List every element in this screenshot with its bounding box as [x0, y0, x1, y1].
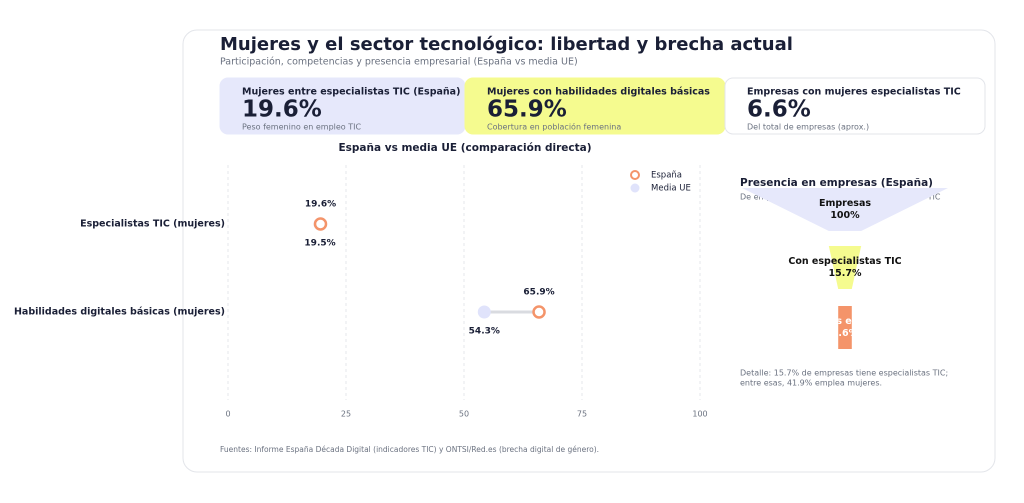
kpi-value: 19.6% — [242, 97, 322, 123]
legend-label: España — [651, 171, 682, 181]
y-tick-label: Especialistas TIC (mujeres) — [80, 219, 225, 230]
funnel-stage — [838, 306, 852, 349]
kpi-value: 6.6% — [747, 97, 811, 123]
stage-value: 15.7% — [829, 268, 862, 279]
stage-label: Con especialistas TIC — [788, 256, 901, 267]
stage-label: Empresas — [819, 198, 871, 209]
subtitle: Participación, competencias y presencia … — [220, 57, 578, 68]
annotation: Detalle: 15.7% de empresas tiene especia… — [740, 369, 948, 378]
legend-label: Media UE — [651, 184, 691, 194]
card — [182, 29, 996, 473]
funnel-stage — [742, 188, 948, 231]
x-tick-label: 100 — [692, 410, 707, 419]
legend-marker — [630, 183, 640, 193]
value-label: 65.9% — [523, 288, 554, 298]
stage-value: 6.6% — [832, 328, 859, 339]
espana-dot — [313, 217, 328, 231]
x-tick-label: 50 — [459, 410, 469, 419]
kpi-label: Mujeres entre especialistas TIC (España) — [242, 87, 460, 98]
espana-dot — [532, 305, 546, 319]
legend-marker — [630, 170, 640, 180]
x-tick-label: 0 — [225, 410, 230, 419]
chart-title: Presencia en empresas (España) — [740, 177, 933, 189]
title: Mujeres y el sector tecnológico: liberta… — [220, 34, 793, 55]
source: Fuentes: Informe España Década Digital (… — [220, 445, 599, 454]
value-label: 54.3% — [469, 327, 500, 337]
kpi-note: Cobertura en población femenina — [487, 122, 621, 132]
y-tick-label: Habilidades digitales básicas (mujeres) — [14, 307, 225, 318]
chart-title: España vs media UE (comparación directa) — [338, 142, 591, 154]
value-label: 19.5% — [304, 239, 335, 249]
funnel-stage — [828, 246, 862, 289]
stage-label: Con mujeres especialistas — [775, 316, 915, 327]
annotation: entre esas, 41.9% emplea mujeres. — [740, 379, 882, 388]
kpi-value: 65.9% — [487, 97, 567, 123]
kpi-note: Peso femenino en empleo TIC — [242, 123, 361, 132]
x-tick-label: 25 — [341, 410, 351, 419]
stage-value: 100% — [830, 210, 860, 221]
value-label: 19.6% — [305, 200, 336, 210]
kpi-label: Empresas con mujeres especialistas TIC — [747, 87, 961, 98]
x-tick-label: 75 — [577, 410, 587, 419]
kpi-note: Del total de empresas (aprox.) — [747, 123, 869, 132]
kpi-label: Mujeres con habilidades digitales básica… — [487, 87, 710, 98]
kpi-card — [724, 77, 986, 135]
ue-dot — [477, 305, 491, 319]
